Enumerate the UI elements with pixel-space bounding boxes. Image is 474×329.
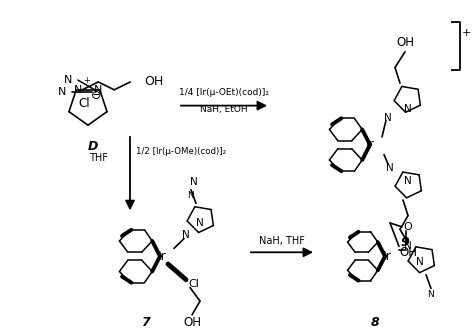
Text: +: + [461,28,471,38]
Text: 1/4 [Ir(μ-OEt)(cod)]₂: 1/4 [Ir(μ-OEt)(cod)]₂ [179,89,269,97]
Text: OH: OH [396,36,414,49]
Text: N: N [196,218,204,228]
Text: D: D [88,140,98,153]
Text: 7: 7 [141,316,149,329]
Text: NaH, EtOH: NaH, EtOH [200,105,248,114]
Text: ⊖: ⊖ [91,89,101,102]
Text: N: N [74,85,82,95]
Text: N: N [190,177,198,187]
Text: Cl: Cl [78,97,90,110]
Text: N: N [182,230,190,240]
Text: N: N [188,191,194,200]
Text: THF: THF [89,153,108,164]
Text: Ir: Ir [158,250,166,263]
Text: N: N [57,87,66,97]
Text: N: N [416,257,424,267]
Text: N: N [93,85,102,95]
Text: N: N [384,113,392,123]
Text: +: + [83,76,90,86]
Text: N: N [404,241,412,251]
Text: OH: OH [144,75,164,89]
Text: Ir: Ir [383,250,392,263]
Text: Cl: Cl [188,279,199,289]
Text: OH: OH [183,316,201,329]
Text: Ir: Ir [365,138,374,151]
Text: O: O [404,222,412,232]
Text: N: N [428,290,434,299]
Text: N: N [386,163,394,173]
Text: N: N [404,104,412,114]
Text: 9: 9 [401,236,410,249]
Text: OH: OH [399,246,417,259]
Text: 1/2 [Ir(μ-OMe)(cod)]₂: 1/2 [Ir(μ-OMe)(cod)]₂ [136,147,226,156]
Text: N: N [404,176,412,186]
Text: 8: 8 [371,316,379,329]
Text: NaH, THF: NaH, THF [259,236,305,245]
Text: N: N [64,75,72,85]
